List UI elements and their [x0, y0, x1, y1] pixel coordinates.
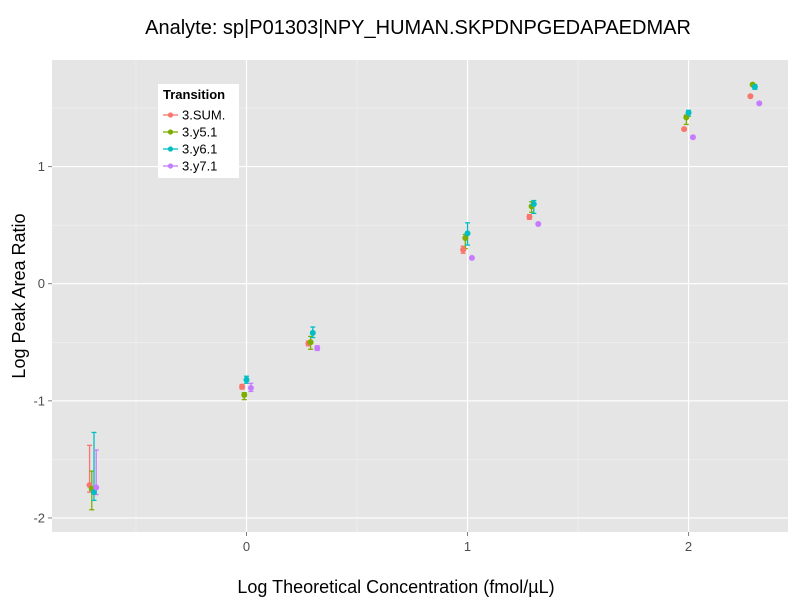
- data-point: [685, 109, 692, 116]
- data-point: [464, 230, 471, 237]
- legend-key-point: [167, 146, 174, 152]
- legend: Transition 3.SUM. 3.y5.1 3.y6.1 3.y7.1: [158, 84, 239, 178]
- x-axis-title: Log Theoretical Concentration (fmol/µL): [237, 577, 554, 597]
- data-point: [756, 100, 763, 107]
- x-axis-ticks: 0 1 2: [243, 532, 692, 554]
- legend-title: Transition: [163, 87, 225, 102]
- data-point: [93, 484, 100, 491]
- data-point: [462, 235, 469, 242]
- y-tick-label: 1: [38, 159, 45, 174]
- y-axis-ticks: -2 -1 0 1: [33, 159, 52, 525]
- data-points: [86, 81, 763, 496]
- data-point: [689, 134, 696, 141]
- legend-key-point: [167, 112, 174, 118]
- legend-label: 3.y7.1: [182, 159, 217, 174]
- data-point: [751, 83, 758, 90]
- major-gridlines: [52, 60, 788, 532]
- y-tick-label: -2: [33, 510, 45, 525]
- x-tick-label: 0: [243, 539, 250, 554]
- data-point: [681, 126, 688, 133]
- data-point: [241, 391, 248, 398]
- data-point: [90, 489, 97, 496]
- data-point: [526, 213, 533, 220]
- chart-title: Analyte: sp|P01303|NPY_HUMAN.SKPDNPGEDAP…: [145, 17, 691, 39]
- legend-label: 3.SUM.: [182, 108, 225, 123]
- data-point: [460, 246, 467, 253]
- y-axis-title: Log Peak Area Ratio: [9, 213, 29, 378]
- x-tick-label: 2: [685, 539, 692, 554]
- data-point: [243, 376, 250, 383]
- y-tick-label: -1: [33, 393, 45, 408]
- data-point: [314, 345, 321, 352]
- legend-key-point: [167, 129, 174, 135]
- data-point: [309, 329, 316, 336]
- data-point: [468, 254, 475, 261]
- minor-gridlines: [52, 60, 788, 532]
- legend-items: 3.SUM. 3.y5.1 3.y6.1 3.y7.1: [163, 108, 225, 174]
- data-point: [247, 384, 254, 391]
- legend-label: 3.y6.1: [182, 142, 217, 157]
- legend-label: 3.y5.1: [182, 125, 217, 140]
- legend-key-point: [167, 163, 174, 169]
- data-point: [239, 383, 246, 390]
- data-point: [535, 220, 542, 227]
- data-point: [747, 93, 754, 100]
- data-point: [683, 114, 690, 121]
- data-point: [530, 201, 537, 208]
- data-point: [307, 339, 314, 346]
- x-tick-label: 1: [464, 539, 471, 554]
- y-tick-label: 0: [38, 276, 45, 291]
